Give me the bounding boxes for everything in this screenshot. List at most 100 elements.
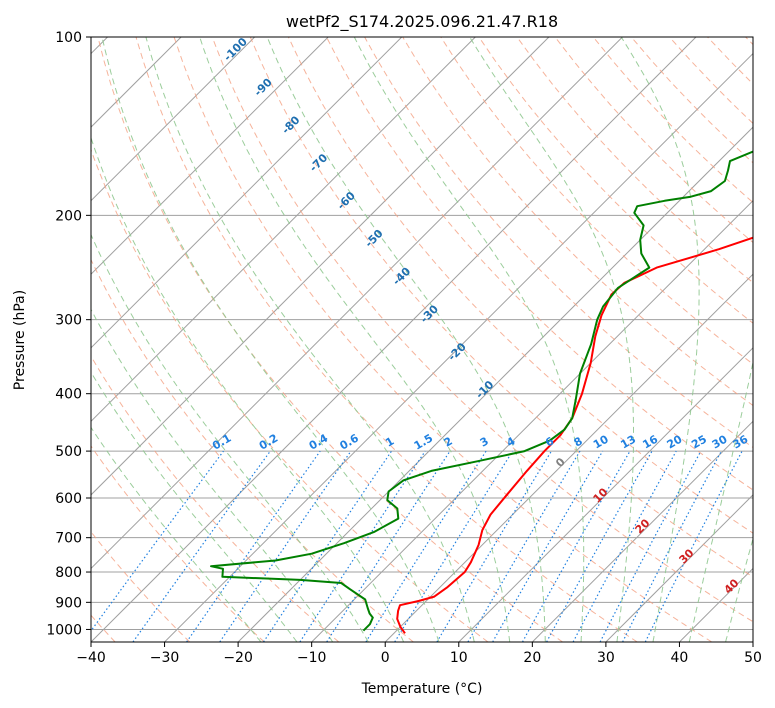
mixing-ratio-label: 0.1 <box>210 432 233 453</box>
dry-adiabat-line <box>287 37 753 534</box>
dry-adiabat-line <box>97 37 563 642</box>
y-tick-label: 1000 <box>46 622 82 638</box>
dry-adiabat-line <box>211 37 753 623</box>
moist-adiabat-line <box>620 37 700 642</box>
moist-adiabat-line <box>91 371 298 642</box>
y-tick-label: 400 <box>55 387 82 403</box>
mixing-ratio-line <box>644 450 743 642</box>
moist-adiabat-line <box>762 37 775 642</box>
moist-adiabat-line <box>145 37 475 642</box>
mixing-ratio-line <box>436 450 553 642</box>
mixing-ratio-label: 10 <box>591 432 611 451</box>
isotherm-line <box>91 37 623 570</box>
chart-title: wetPf2_S174.2025.096.21.47.R18 <box>286 12 558 32</box>
mixing-ratio-line <box>219 450 352 642</box>
temperature-line <box>396 236 753 634</box>
moist-adiabat-line <box>199 37 511 642</box>
isotherm-line <box>164 52 753 642</box>
isotherm-line <box>311 199 753 642</box>
isotherm-line <box>384 273 753 642</box>
dry-adiabat-line <box>91 531 191 642</box>
dry-adiabat-label: -20 <box>446 340 469 363</box>
mixing-ratio-line <box>599 450 702 642</box>
mixing-ratio-line <box>91 450 224 632</box>
y-tick-label: 500 <box>55 444 82 460</box>
isotherm-line <box>91 37 403 349</box>
dry-adiabat-line <box>249 37 753 578</box>
moist-adiabat-line <box>91 233 369 642</box>
x-tick-label: −30 <box>150 650 180 666</box>
plot-area: -100-90-80-70-60-50-40-30-20-10 0 10 20 30 4… <box>91 35 775 642</box>
isotherm-line <box>91 37 329 275</box>
x-tick-label: 0 <box>381 650 390 666</box>
mixing-ratio-label: 1.5 <box>412 432 435 453</box>
mixing-ratio-lines <box>91 450 743 642</box>
dry-adiabat-line <box>173 37 713 642</box>
mixing-ratio-line <box>394 450 514 642</box>
dry-adiabat-label: -10 <box>473 378 496 401</box>
dry-adiabat-line <box>440 37 753 365</box>
y-tick-label: 800 <box>55 565 82 581</box>
dry-adiabat-line <box>91 355 340 642</box>
dewpoint-line <box>210 150 753 632</box>
moist-adiabat-label: 30 <box>677 546 697 566</box>
mixing-ratio-line <box>299 450 426 642</box>
dry-adiabat-label: -40 <box>390 264 413 287</box>
moist-adiabat-line <box>91 426 262 642</box>
moist-adiabats <box>91 37 775 642</box>
x-tick-label: −40 <box>76 650 106 666</box>
isotherms <box>91 37 753 642</box>
y-axis-ticks: 100 200 300 400 500 600 700 800 900 1000 <box>46 30 91 638</box>
dry-adiabat-line <box>516 37 753 284</box>
dry-adiabat-line <box>135 37 638 642</box>
mixing-ratio-label: 3 <box>478 435 491 450</box>
x-tick-label: 30 <box>597 650 615 666</box>
dry-adiabat-label: -100 <box>221 35 250 64</box>
mixing-ratio-line <box>326 450 451 642</box>
isotherm-line <box>91 37 476 423</box>
mixing-ratio-line <box>262 450 392 642</box>
moist-adiabat-line <box>469 37 634 642</box>
mixing-ratio-label: 30 <box>710 432 730 451</box>
dry-adiabat-label: -80 <box>279 113 302 136</box>
x-tick-label: 20 <box>523 650 541 666</box>
moist-adiabat-label: 0 <box>553 455 568 470</box>
moist-adiabat-line <box>688 360 753 642</box>
isotherm-line <box>91 37 550 496</box>
dry-adiabat-line <box>554 37 753 244</box>
y-tick-label: 100 <box>55 30 82 46</box>
x-axis-label: Temperature (°C) <box>361 681 483 697</box>
moist-adiabat-line <box>91 136 405 642</box>
y-tick-label: 600 <box>55 491 82 507</box>
mixing-ratio-line <box>365 450 487 642</box>
isotherm-line <box>531 420 753 642</box>
pressure-gridlines <box>91 37 753 630</box>
isotherm-line <box>458 347 753 642</box>
moist-adiabat-line <box>725 536 753 642</box>
dry-adiabat-line <box>91 148 489 642</box>
isotherm-line <box>91 37 256 202</box>
y-tick-label: 200 <box>55 208 82 224</box>
y-tick-label: 700 <box>55 531 82 547</box>
dry-adiabat-line <box>91 445 265 642</box>
moist-adiabat-line <box>266 37 546 642</box>
y-axis-label: Pressure (hPa) <box>12 290 28 390</box>
isotherm-line <box>91 37 697 642</box>
mixing-ratio-line <box>186 450 321 642</box>
mixing-ratio-label: 0.4 <box>307 431 331 452</box>
dry-adiabat-line <box>707 37 753 85</box>
mixing-ratio-label: 16 <box>640 432 660 451</box>
x-tick-label: 40 <box>671 650 689 666</box>
isotherm-line <box>605 494 753 642</box>
y-tick-label: 300 <box>55 313 82 329</box>
dry-adiabat-label: -70 <box>307 151 330 174</box>
mixing-ratio-label: 36 <box>730 432 750 451</box>
moist-adiabat-label: 20 <box>633 516 653 536</box>
x-tick-label: 50 <box>744 650 762 666</box>
mixing-ratio-line <box>572 450 677 642</box>
sounding-series <box>210 150 753 634</box>
mixing-ratio-line <box>132 450 271 642</box>
moist-adiabat-label: 10 <box>591 485 611 505</box>
